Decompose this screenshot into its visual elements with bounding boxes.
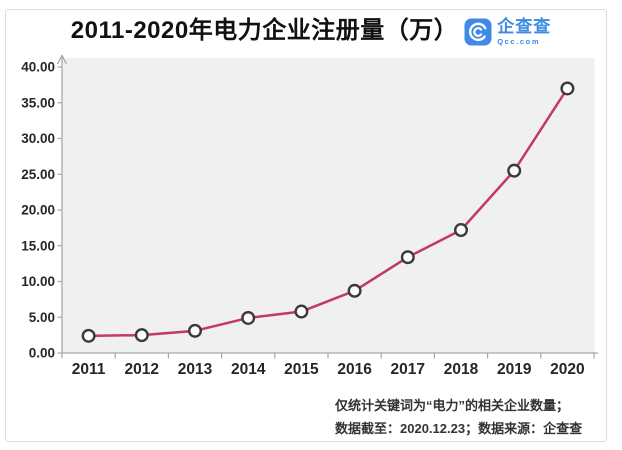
footnote-source: 数据截至：2020.12.23；数据来源：企查查 xyxy=(335,421,583,436)
y-axis-label: 30.00 xyxy=(21,131,55,146)
qichacha-logo-icon xyxy=(464,18,492,46)
y-axis-label: 40.00 xyxy=(21,60,55,75)
x-axis-label: 2015 xyxy=(284,361,319,378)
x-axis-label: 2017 xyxy=(391,361,425,378)
qichacha-logo: 企查查 Qcc.com xyxy=(464,18,551,46)
x-axis-label: 2016 xyxy=(337,361,372,378)
y-axis-label: 35.00 xyxy=(21,95,55,110)
y-axis-label: 0.00 xyxy=(29,346,55,361)
y-axis-arrowhead xyxy=(56,54,68,65)
data-point-marker xyxy=(81,328,96,343)
x-axis-label: 2018 xyxy=(444,361,479,378)
footnote-scope: 仅统计关键词为“电力”的相关企业数量； xyxy=(335,398,570,413)
y-axis-label: 5.00 xyxy=(29,310,55,325)
x-axis-label: 2011 xyxy=(72,361,106,378)
logo-domain: Qcc.com xyxy=(497,37,541,47)
plot-background xyxy=(62,58,595,353)
chart-header: 2011-2020年电力企业注册量（万） 企查查 Qcc.com xyxy=(0,14,622,48)
chart-title: 2011-2020年电力企业注册量（万） xyxy=(70,17,459,44)
y-axis-label: 25.00 xyxy=(21,167,55,182)
data-point-marker xyxy=(241,310,256,325)
data-point-marker xyxy=(134,328,149,343)
x-axis-label: 2020 xyxy=(550,361,584,378)
logo-text: 企查查 Qcc.com xyxy=(497,18,551,46)
data-point-marker xyxy=(187,323,202,338)
chart-footnotes: 仅统计关键词为“电力”的相关企业数量； 数据截至：2020.12.23；数据来源… xyxy=(335,394,582,440)
x-axis-label: 2019 xyxy=(497,361,532,378)
data-point-marker xyxy=(400,250,415,265)
x-axis-label: 2012 xyxy=(125,361,159,378)
data-point-marker xyxy=(560,81,575,96)
y-axis-label: 15.00 xyxy=(21,238,55,253)
y-axis-label: 10.00 xyxy=(21,274,55,289)
data-point-marker xyxy=(454,223,469,238)
x-axis-label: 2013 xyxy=(178,361,213,378)
data-point-marker xyxy=(347,283,362,298)
data-point-marker xyxy=(294,304,309,319)
data-line xyxy=(88,87,569,338)
data-point-marker xyxy=(507,163,522,178)
x-axis-label: 2014 xyxy=(231,361,266,378)
y-axis-label: 20.00 xyxy=(21,203,55,218)
logo-brand-name: 企查查 xyxy=(497,17,552,37)
